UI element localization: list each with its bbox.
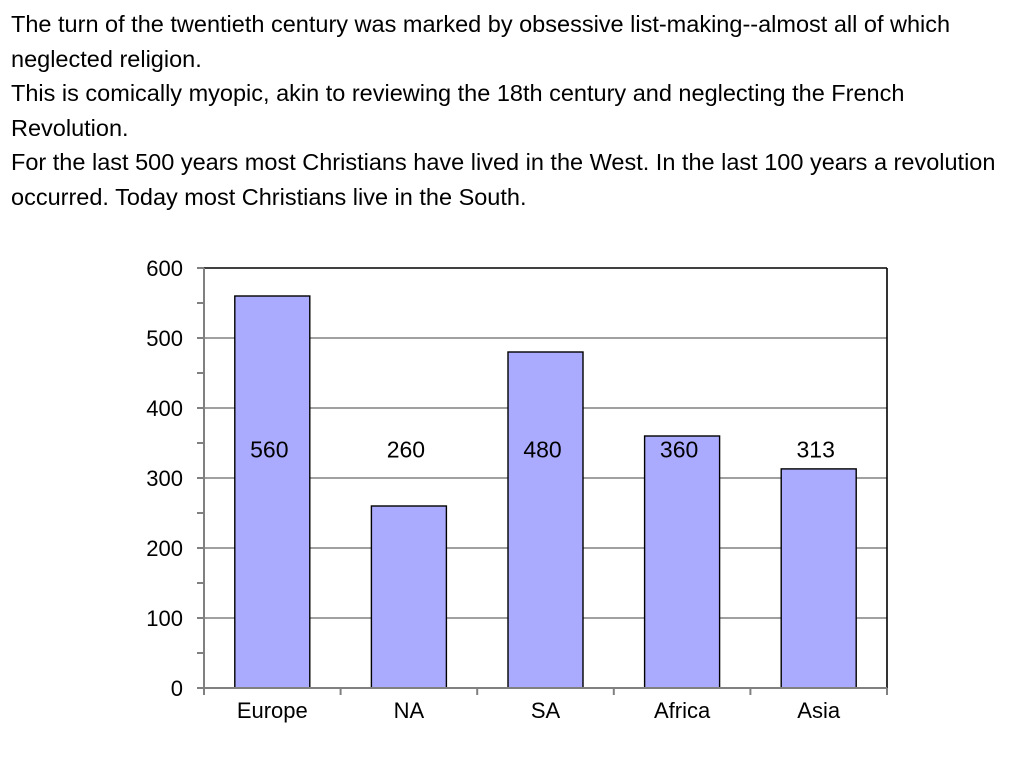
bar-sa — [507, 351, 584, 689]
y-tick-label-0: 0 — [171, 676, 183, 701]
intro-paragraph-1: The turn of the twentieth century was ma… — [11, 11, 951, 72]
intro-paragraph-3: For the last 500 years most Christians h… — [11, 149, 996, 210]
bar-europe — [234, 295, 311, 689]
bar-asia — [780, 468, 857, 689]
data-label-africa: 360 — [660, 437, 698, 463]
y-tick-label-400: 400 — [146, 396, 183, 421]
data-label-sa: 480 — [523, 437, 561, 463]
x-tick-label-europe: Europe — [237, 698, 308, 723]
intro-text: The turn of the twentieth century was ma… — [11, 7, 1016, 214]
y-tick-label-100: 100 — [146, 606, 183, 631]
data-label-asia: 313 — [797, 437, 835, 463]
y-tick-label-600: 600 — [146, 256, 183, 281]
plot-frame — [204, 267, 888, 688]
axes: 0 100 200 300 400 500 600 Europe NA SA Africa Asia — [146, 256, 888, 723]
y-tick-label-200: 200 — [146, 536, 183, 561]
x-tick-label-africa: Africa — [654, 698, 711, 723]
x-tick-label-asia: Asia — [797, 698, 841, 723]
intro-paragraph-2: This is comically myopic, akin to review… — [11, 80, 905, 141]
bars — [234, 295, 857, 689]
y-tick-label-300: 300 — [146, 466, 183, 491]
x-tick-label-sa: SA — [531, 698, 561, 723]
data-labels: 560 260 480 360 313 — [250, 437, 835, 463]
bar-africa — [643, 435, 721, 689]
bar-na — [370, 505, 448, 689]
y-tick-label-500: 500 — [146, 326, 183, 351]
data-label-na: 260 — [387, 437, 425, 463]
x-tick-label-na: NA — [394, 698, 425, 723]
data-label-europe: 560 — [250, 437, 288, 463]
